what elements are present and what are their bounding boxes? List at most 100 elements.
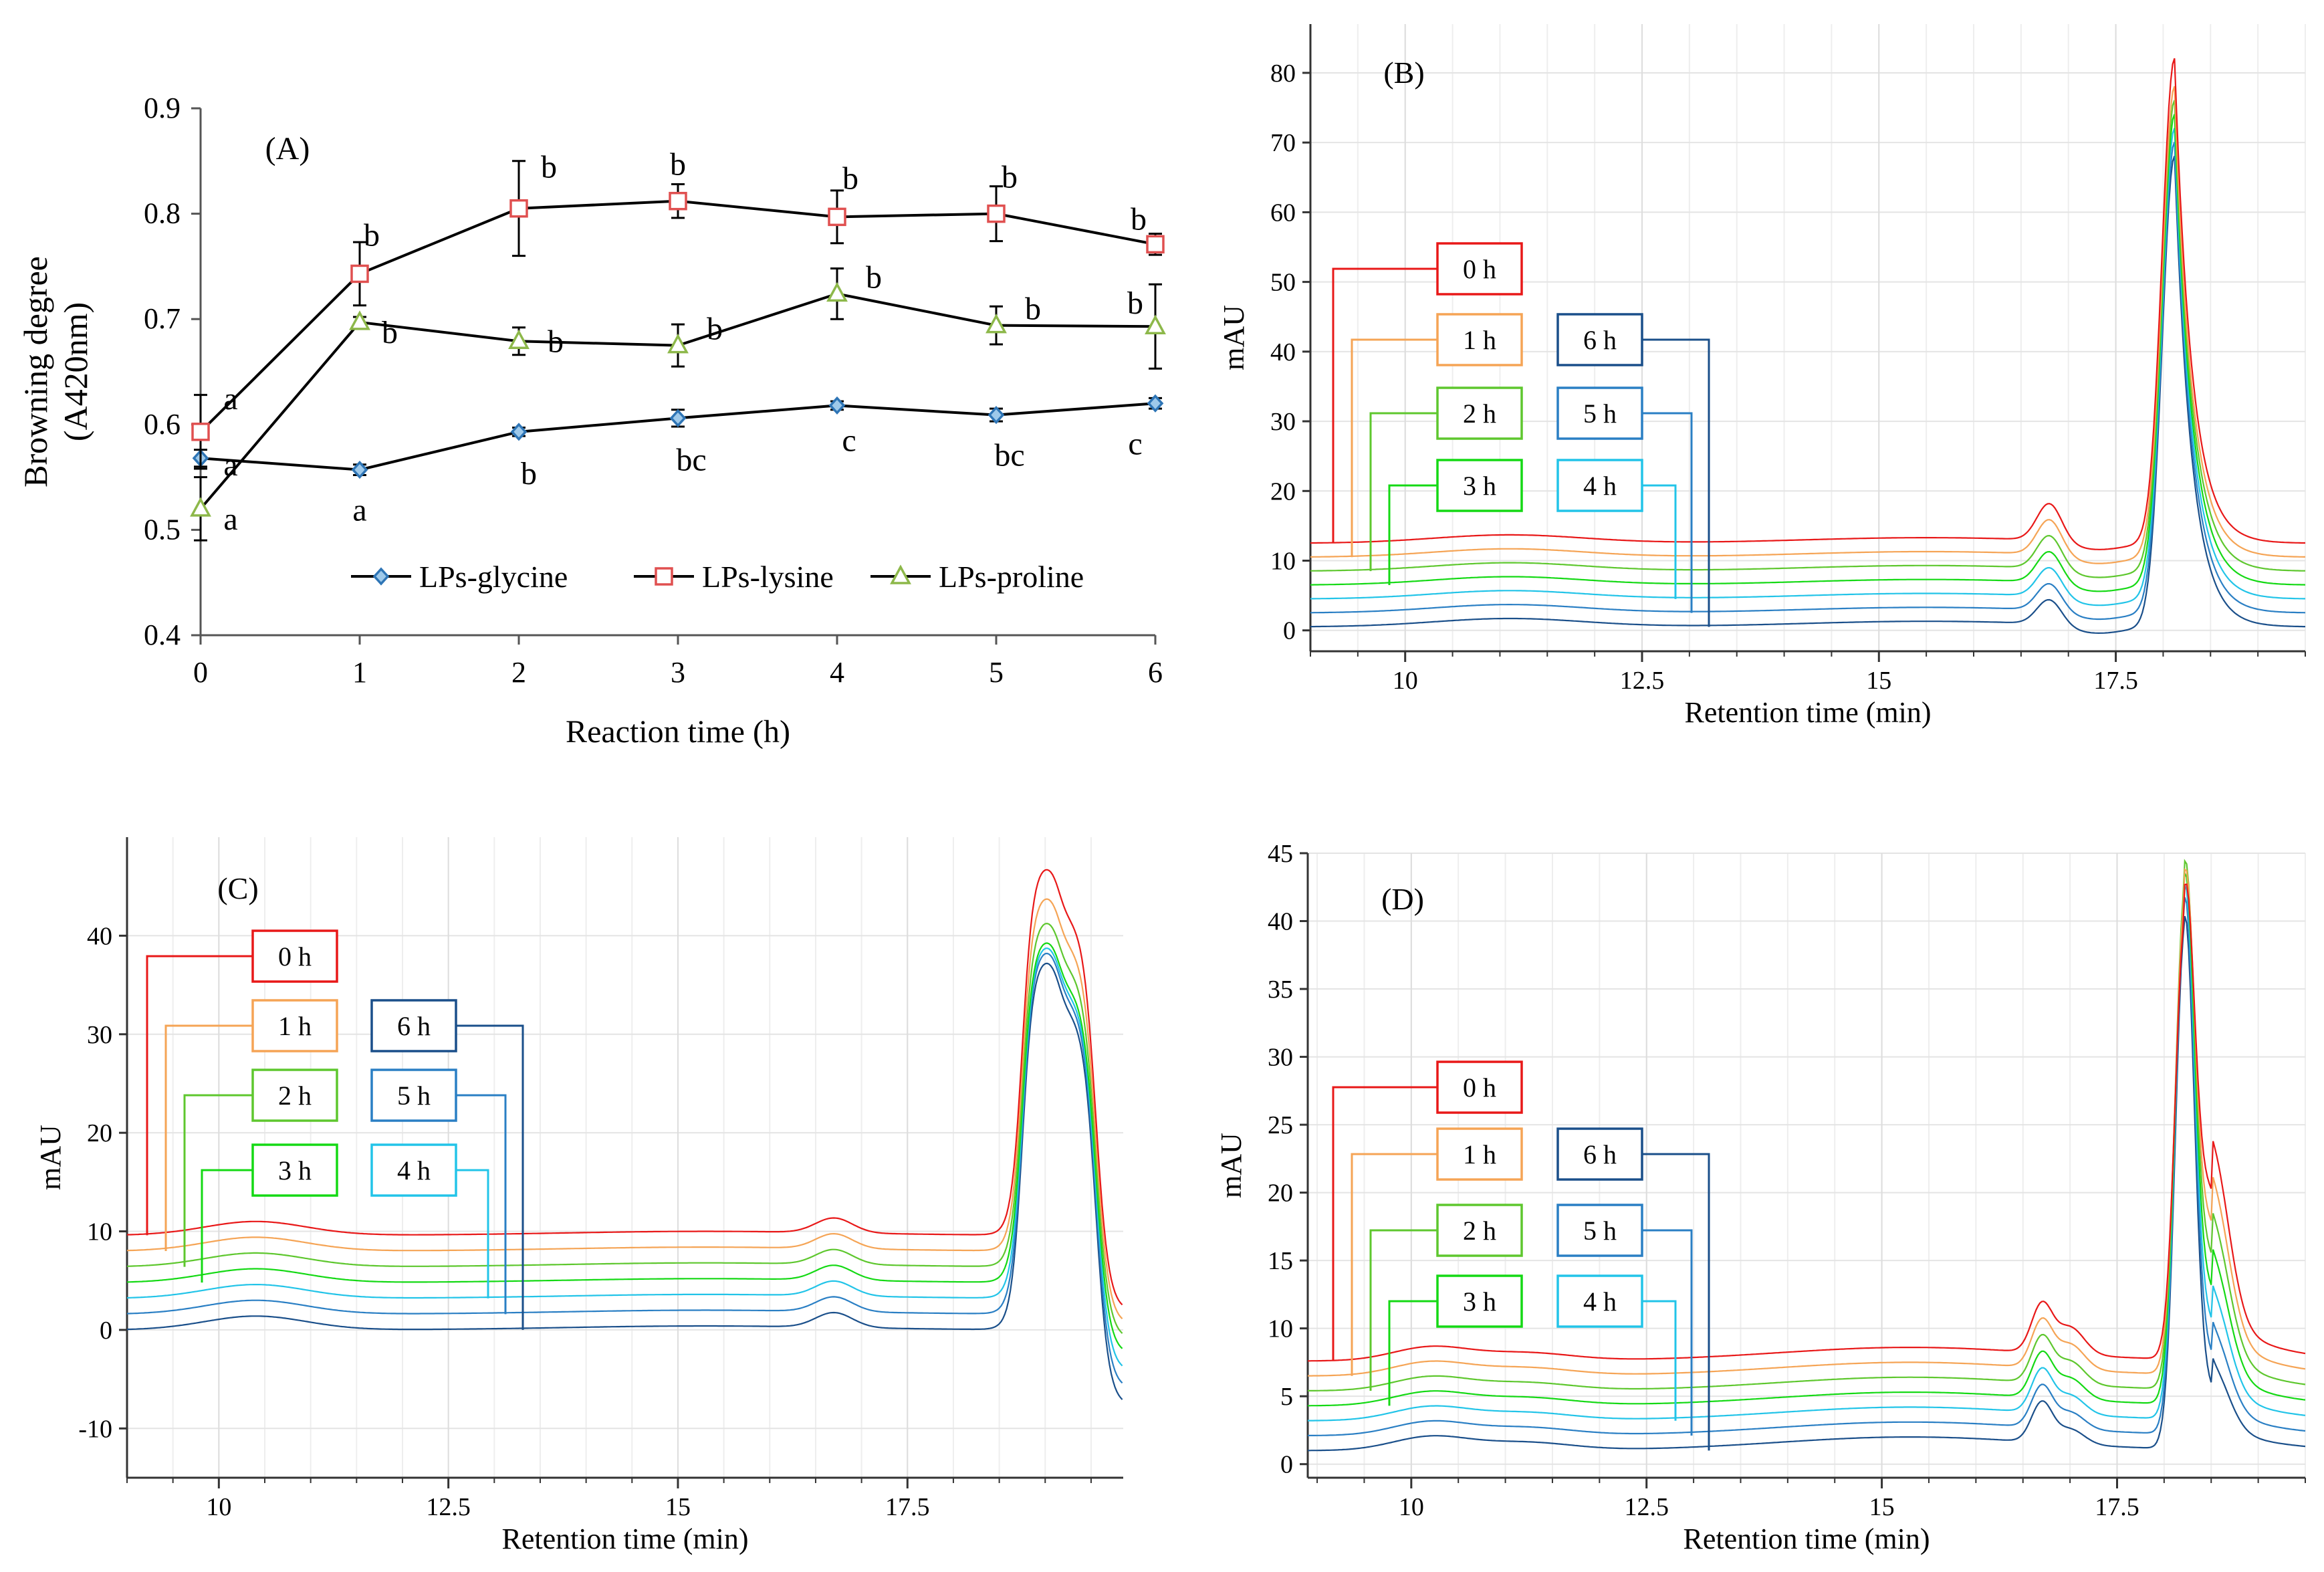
y-tick-label: 10 [1268,1315,1293,1343]
legend-leader [1332,1086,1437,1361]
legend-label: LPs-lysine [702,560,834,594]
y-axis-label: Browning degree (A420nm) [17,256,94,487]
legend: 0 h 1 h 2 h 3 h 4 h 5 h 6 h [146,929,524,1330]
legend-leader [183,1094,253,1267]
panel-label-c: (C) [217,871,258,905]
trace-1h [1308,868,2306,1377]
legend-leader [201,1169,253,1283]
y-axis-label-line2: (A420nm) [57,302,94,441]
legend-label: LPs-glycine [419,560,568,594]
trace-0h [126,869,1123,1306]
significance-letter: b [1131,201,1147,237]
y-tick-label: 40 [1268,908,1293,936]
significance-letter: b [1025,292,1041,327]
legend-label: 5 h [1583,1216,1617,1246]
legend-box [251,929,338,983]
significance-letter: a [223,501,237,537]
trace-4h [1308,885,2306,1422]
legend-label: 6 h [1583,325,1617,355]
y-axis-label: mAU [1215,1133,1248,1198]
y-tick-label: 50 [1270,269,1296,297]
y-tick-label: 0.7 [144,302,181,335]
marker-triangle [190,497,211,517]
significance-letter: b [866,259,882,295]
legend-box [1436,1204,1523,1257]
marker-square [350,264,369,284]
panel-label-d: (D) [1381,882,1424,916]
panel-d: 0 5 10 15 20 25 30 35 40 45 10 12.5 15 17.5 Retention … [1215,840,2306,1555]
y-tick-label: 25 [1268,1111,1293,1139]
legend-leader [456,1169,489,1299]
x-tick-label: 17.5 [885,1493,930,1521]
x-tick-label: 15 [665,1493,691,1521]
x-axis-label: Retention time (min) [501,1523,748,1555]
trace-1h [1310,86,2305,564]
significance-letter: a [352,493,366,528]
marker-diamond [1147,394,1164,413]
legend-box [251,999,338,1052]
marker-triangle [508,329,530,350]
traces [126,869,1123,1400]
legend-leader [1351,338,1437,558]
x-tick-label: 10 [1393,667,1418,695]
legend-leader [1642,484,1677,599]
significance-letter: bc [676,442,706,477]
legend-box [1556,1127,1643,1181]
legend-label: 1 h [1463,1139,1496,1169]
legend-label: 4 h [397,1155,431,1186]
legend-leader [1388,484,1437,585]
trace-3h [1308,873,2306,1407]
y-tick-label: 20 [87,1119,112,1147]
panel-b: 0 10 20 30 40 50 60 70 80 10 12.5 15 17.5 Retention t… [1217,24,2306,729]
legend-box [251,1069,338,1122]
legend-box [1436,313,1523,366]
marker-diamond [510,423,528,441]
x-tick-label: 2 [511,656,526,689]
marker-square [669,191,687,211]
y-tick-label: 0.5 [144,513,181,546]
marker-triangle [985,313,1007,334]
y-tick-label: 30 [1270,408,1296,436]
significance-letter: b [521,456,537,491]
x-tick-label: 5 [989,656,1004,689]
marker-diamond [351,460,368,479]
significance-letter: c [842,423,856,458]
panel-a: 0.4 0.5 0.6 0.7 0.8 0.9 0 1 2 3 4 5 6 Reaction time (… [17,92,1166,750]
legend-label: 1 h [1463,325,1496,355]
marker-square [655,567,673,586]
y-tick-label: 0 [100,1317,112,1345]
marker-diamond [828,396,846,415]
x-tick-label: 1 [352,656,367,689]
legend-label: 0 h [1463,1073,1496,1103]
significance-letter: b [1002,160,1018,195]
trace-0h [1310,58,2305,550]
legend-leader [146,955,253,1236]
series-LPs-proline: a b b b b b b [190,259,1166,542]
significance-letter: b [842,160,858,196]
y-tick-label: 0.8 [144,197,181,230]
y-tick-label: 0.6 [144,408,181,441]
y-tick-label: 10 [1270,548,1296,576]
trace-0h [1308,883,2306,1362]
significance-letter: a [223,447,237,483]
y-tick-label: 20 [1268,1180,1293,1208]
y-axis-label-line1: Browning degree [17,256,54,487]
legend-label: 4 h [1583,471,1617,501]
panel-label-b: (B) [1383,55,1424,90]
legend-label: 6 h [397,1011,431,1041]
y-tick-label: 5 [1280,1383,1293,1411]
legend-leader [1642,1300,1677,1421]
y-tick-label: 0.9 [144,92,181,124]
y-axis-label-text: mAU [34,1125,67,1190]
panel-c: -10 0 10 20 30 40 10 12.5 15 17.5 Retention time (… [34,837,1123,1555]
trace-4h [1310,128,2305,606]
legend: 0 h 1 h 2 h 3 h 4 h 5 h 6 h [1332,1060,1710,1451]
legend-leader [1332,267,1437,544]
significance-letter: b [382,315,398,350]
x-tick-label: 0 [193,656,208,689]
legend-label: 2 h [1463,1216,1496,1246]
trace-6h [1310,155,2305,635]
x-tick-label: 17.5 [2095,1493,2139,1521]
legend-label: 0 h [1463,254,1496,284]
